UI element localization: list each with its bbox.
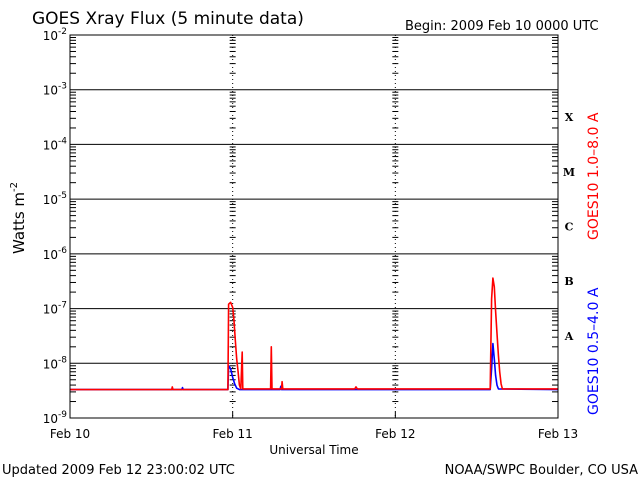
y-axis-label: Watts m-2 bbox=[9, 182, 28, 254]
series-line-1 bbox=[70, 342, 559, 391]
y-tick-label: 10-9 bbox=[43, 410, 68, 426]
x-tick-label: Feb 13 bbox=[538, 427, 578, 441]
y-tick-label: 10-7 bbox=[43, 301, 67, 317]
series-lines bbox=[70, 277, 559, 391]
series-label-red: GOES10 1.0–8.0 A bbox=[586, 112, 602, 240]
svg-text:Watts m-2: Watts m-2 bbox=[9, 182, 28, 254]
x-tick-label: Feb 10 bbox=[50, 427, 90, 441]
series-line-0 bbox=[70, 277, 558, 391]
y-tick-label: 10-5 bbox=[43, 191, 67, 207]
y-tick-label: 10-3 bbox=[43, 82, 67, 98]
flare-class-a: A bbox=[564, 330, 574, 343]
y-axis-label-text: Watts m bbox=[10, 192, 28, 254]
y-tick-label: 10-4 bbox=[43, 136, 68, 152]
y-tick-label: 10-6 bbox=[43, 246, 68, 262]
y-axis-label-exponent: -2 bbox=[9, 182, 20, 192]
y-tick-label: 10-2 bbox=[43, 27, 67, 43]
updated-timestamp: Updated 2009 Feb 12 23:00:02 UTC bbox=[2, 463, 235, 478]
flare-class-x: X bbox=[565, 111, 574, 124]
series-label-blue: GOES10 0.5–4.0 A bbox=[586, 287, 602, 415]
flare-class-m: M bbox=[563, 166, 575, 179]
plot-frame bbox=[69, 34, 559, 419]
x-tick-labels: Feb 10 Feb 11 Feb 12 Feb 13 bbox=[50, 412, 578, 441]
y-tick-labels: 10-2 10-3 10-4 10-5 10-6 10-7 10-8 10-9 bbox=[43, 27, 68, 426]
x-axis-label: Universal Time bbox=[269, 443, 358, 457]
flare-class-labels: X M C B A bbox=[563, 111, 575, 343]
x-tick-label: Feb 11 bbox=[212, 427, 252, 441]
x-tick-label: Feb 12 bbox=[375, 427, 415, 441]
minor-ticks bbox=[70, 37, 558, 403]
y-tick-label: 10-8 bbox=[43, 355, 68, 371]
chart-title: GOES Xray Flux (5 minute data) bbox=[32, 9, 304, 29]
gridlines bbox=[70, 35, 558, 418]
credit-line: NOAA/SWPC Boulder, CO USA bbox=[445, 463, 638, 478]
flare-class-c: C bbox=[565, 221, 574, 234]
flare-class-b: B bbox=[564, 275, 573, 288]
begin-time: Begin: 2009 Feb 10 0000 UTC bbox=[405, 19, 599, 34]
